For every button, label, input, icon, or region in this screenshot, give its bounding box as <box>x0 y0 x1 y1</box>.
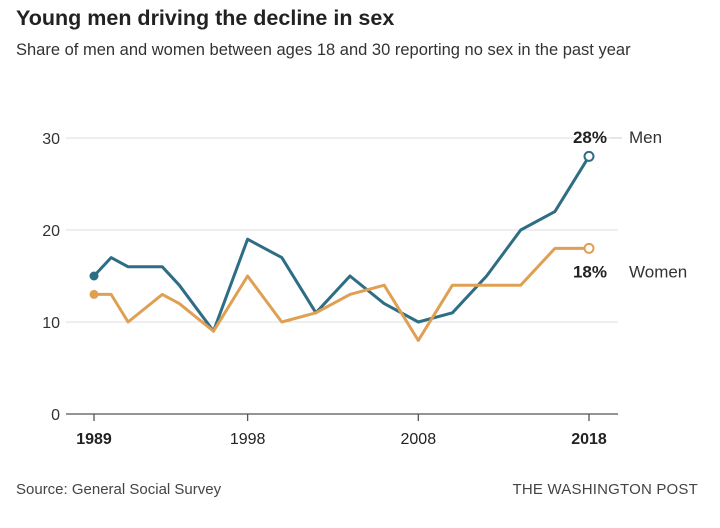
y-tick-label: 30 <box>42 131 60 148</box>
series-start-point-men <box>89 271 99 281</box>
x-tick-label: 2008 <box>401 431 437 448</box>
x-axis: 1989 1998 2008 2018 <box>66 413 618 448</box>
source-note: Source: General Social Survey <box>16 481 222 498</box>
x-tick-label: 1989 <box>76 431 112 448</box>
x-tick-label: 1998 <box>230 431 266 448</box>
y-axis-tick-labels: 0 10 20 30 <box>42 131 60 424</box>
end-label-men-name: Men <box>629 128 662 147</box>
series-start-point-women <box>89 289 99 299</box>
y-tick-label: 20 <box>42 223 60 240</box>
chart-subtitle: Share of men and women between ages 18 a… <box>16 41 631 59</box>
series-labels: 28% Men 18% Women <box>573 128 687 281</box>
end-label-women-value: 18% <box>573 262 607 281</box>
series-end-point-women <box>583 242 595 254</box>
y-tick-label: 10 <box>42 315 60 332</box>
series-line-men <box>92 154 591 333</box>
end-label-women-name: Women <box>629 262 687 281</box>
y-tick-label: 0 <box>51 407 60 424</box>
series-lines <box>89 150 595 342</box>
chart-title: Young men driving the decline in sex <box>16 6 395 30</box>
end-label-men-value: 28% <box>573 128 607 147</box>
grid-lines <box>66 137 618 323</box>
publisher-credit: THE WASHINGTON POST <box>512 481 698 498</box>
series-line-women <box>92 246 591 342</box>
x-tick-label: 2018 <box>571 431 607 448</box>
series-end-point-men <box>583 150 595 162</box>
